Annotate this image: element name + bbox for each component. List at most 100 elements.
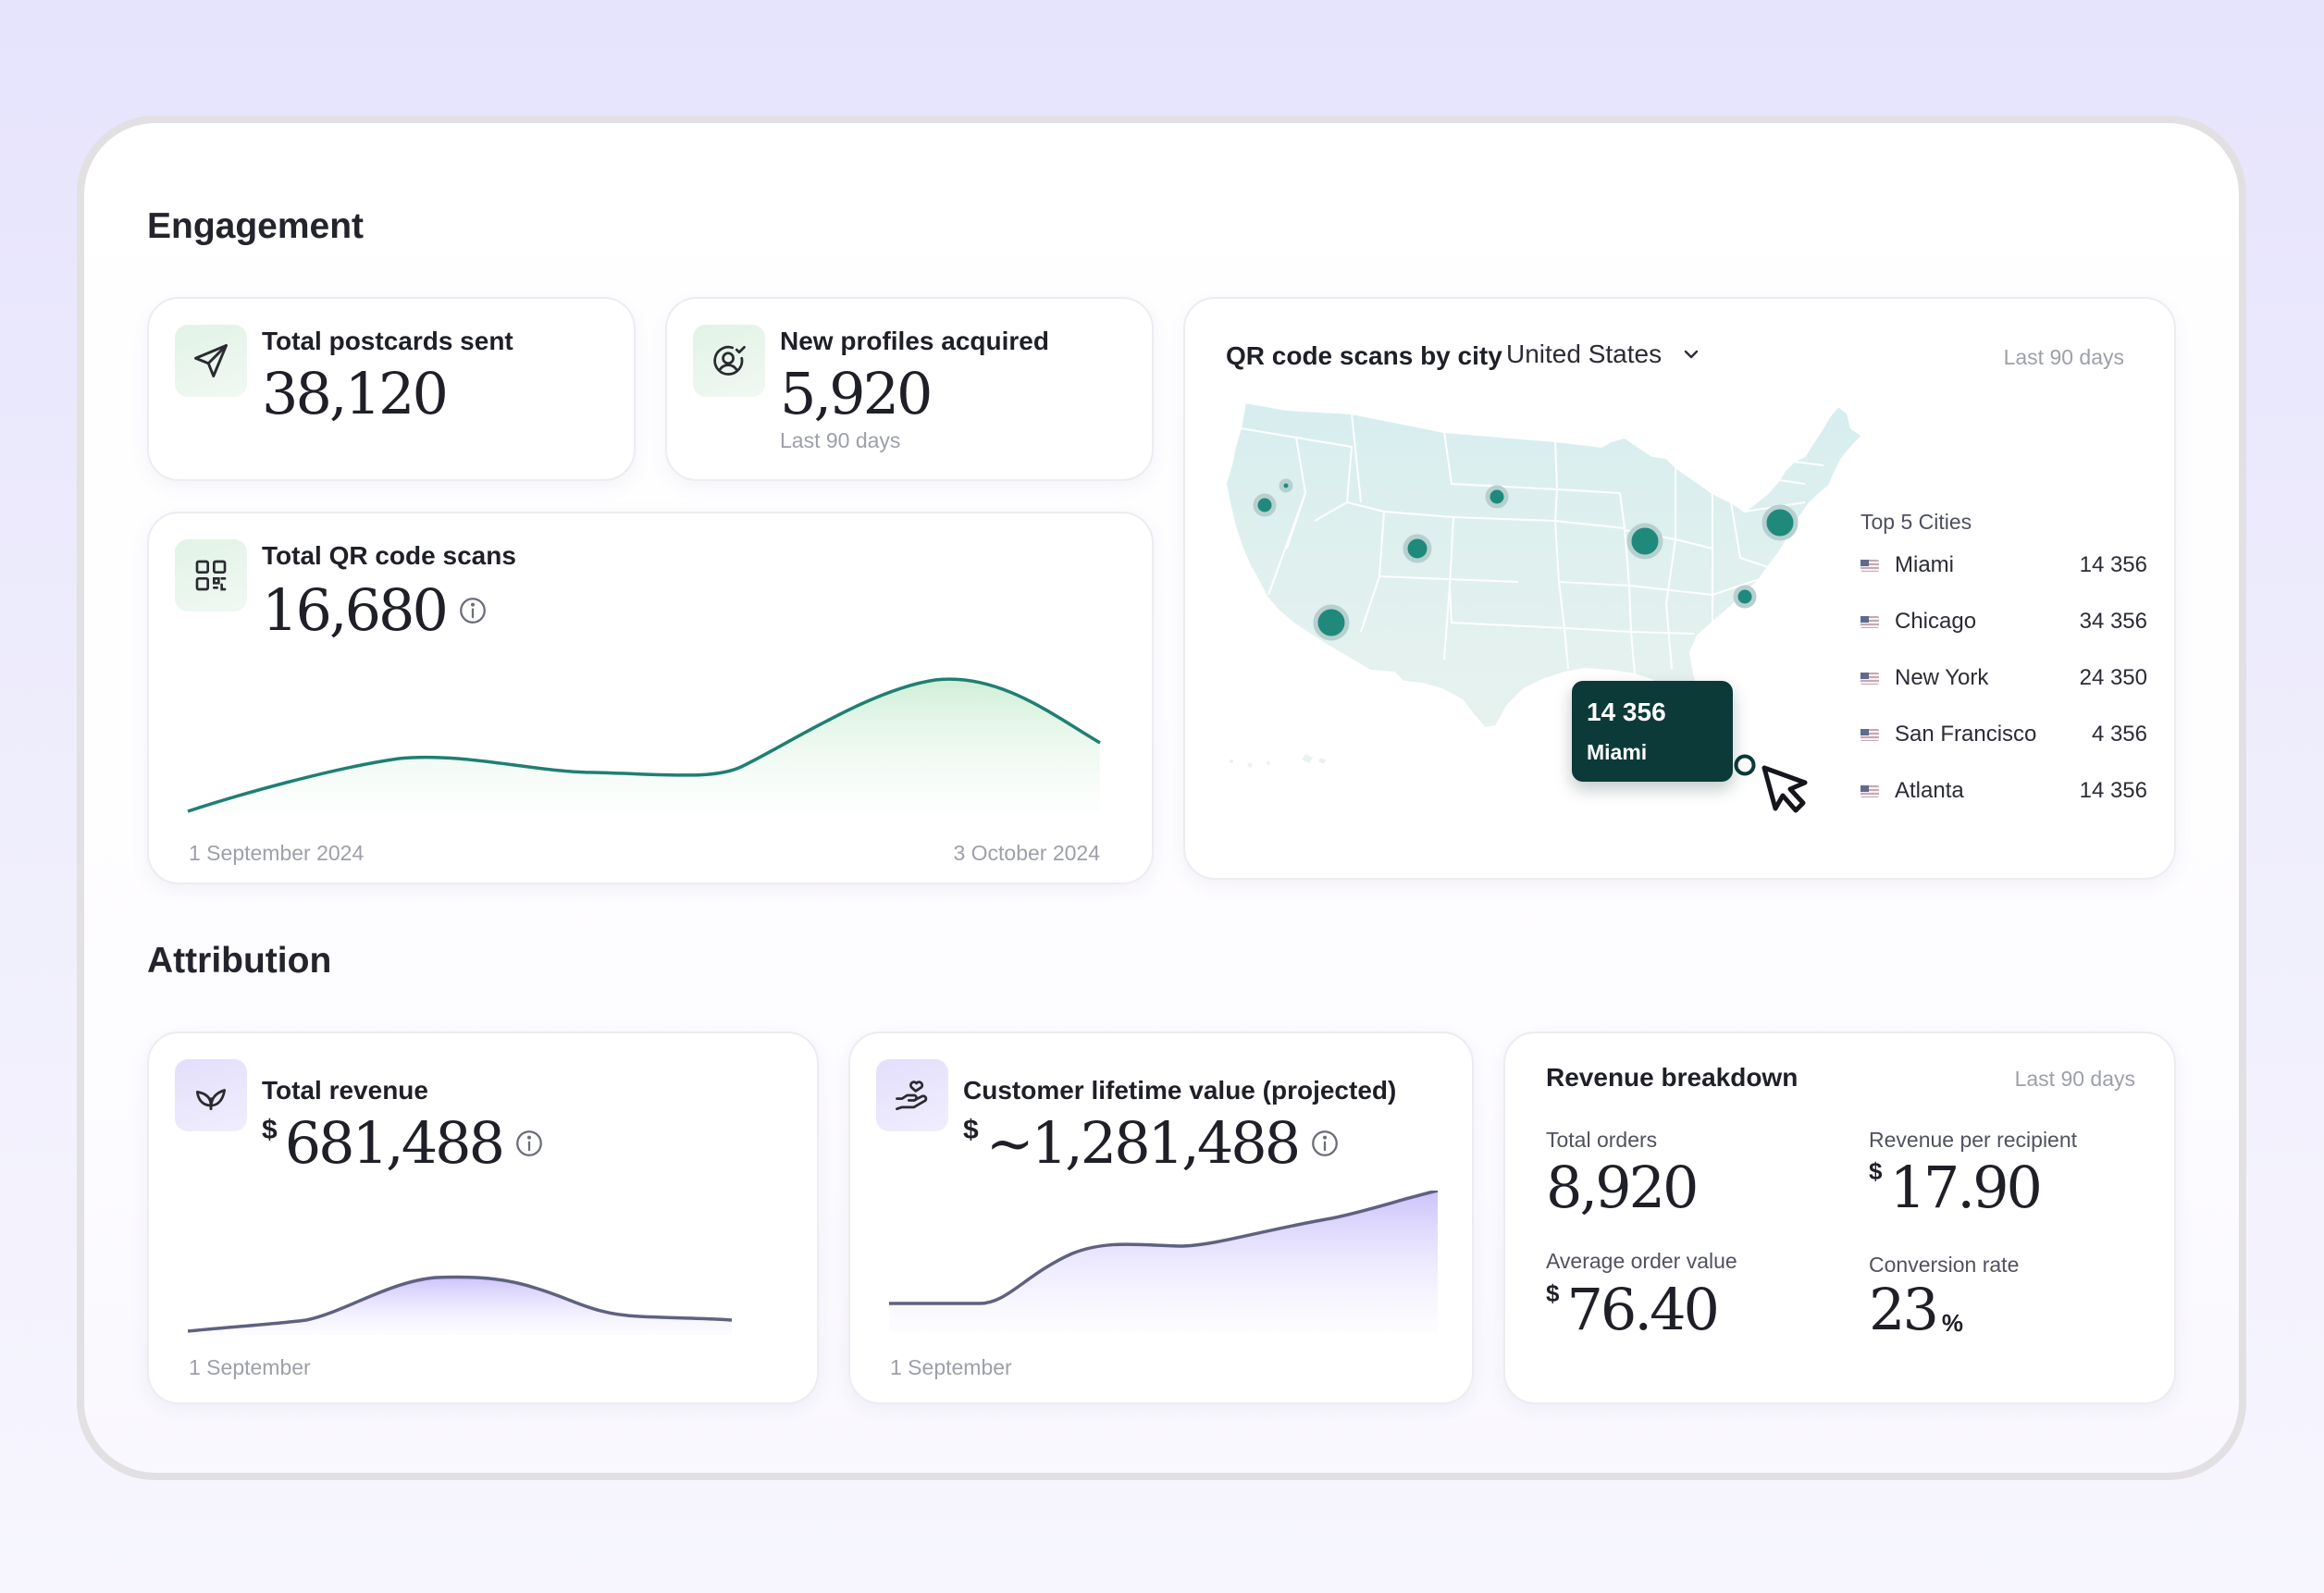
map-title: QR code scans by city — [1226, 341, 1502, 370]
breakdown-period: Last 90 days — [2014, 1067, 2135, 1091]
ltv-card: Customer lifetime value (projected) $ ~1… — [848, 1031, 1474, 1404]
ltv-currency: $ — [963, 1115, 979, 1145]
ltv-value-row: $ ~1,281,488 — [963, 1109, 1341, 1177]
revenue-sparkline — [187, 1275, 733, 1335]
flag-us-icon — [1860, 784, 1879, 797]
qr-scans-value: 16,680 — [262, 576, 449, 644]
country-select[interactable]: United States — [1506, 340, 1702, 369]
total-orders-label: Total orders — [1546, 1128, 1658, 1152]
city-name: Atlanta — [1895, 778, 1964, 803]
city-name: San Francisco — [1895, 722, 2037, 747]
flag-us-icon — [1860, 728, 1879, 741]
city-row[interactable]: San Francisco 4 356 — [1860, 716, 2147, 753]
qr-scans-label: Total QR code scans — [262, 541, 516, 570]
flag-us-icon — [1860, 672, 1879, 685]
flag-us-icon — [1860, 615, 1879, 628]
chevron-down-icon — [1680, 343, 1702, 365]
section-title-engagement: Engagement — [147, 206, 365, 246]
city-name: Chicago — [1895, 609, 1977, 634]
map-tooltip: 14 356 Miami — [1572, 681, 1733, 782]
city-value: 34 356 — [2079, 609, 2147, 634]
send-icon — [175, 325, 247, 397]
postcards-label: Total postcards sent — [262, 327, 513, 355]
conv-unit: % — [1941, 1309, 1964, 1337]
top-cities: Top 5 Cities Miami 14 356 Chicago 34 356… — [1860, 510, 2147, 824]
info-icon[interactable] — [513, 1128, 545, 1159]
map-card: QR code scans by city United States Last… — [1183, 297, 2176, 880]
revenue-value: 681,488 — [284, 1109, 505, 1177]
map-dot-seattle-small — [1279, 478, 1293, 493]
map-dot-minneapolis — [1485, 485, 1509, 509]
qr-scans-end-label: 3 October 2024 — [953, 841, 1100, 865]
dashboard-panel: Engagement Total postcards sent 38,120 N… — [84, 123, 2239, 1473]
ltv-start-label: 1 September — [890, 1355, 1012, 1379]
revenue-card: Total revenue $ 681,488 1 September — [147, 1031, 819, 1404]
hand-heart-icon — [876, 1059, 948, 1131]
map-dot-new-york — [1762, 504, 1799, 541]
city-name: New York — [1895, 665, 1989, 690]
profiles-value: 5,920 — [780, 360, 933, 427]
country-select-value: United States — [1506, 340, 1663, 368]
rpr-label: Revenue per recipient — [1869, 1128, 2078, 1152]
postcards-card: Total postcards sent 38,120 — [147, 297, 636, 481]
map-dot-atlanta — [1733, 585, 1757, 609]
rpr-value-row: $ 17.90 — [1869, 1154, 2043, 1221]
revenue-value-row: $ 681,488 — [262, 1109, 545, 1177]
aov-label: Average order value — [1546, 1249, 1737, 1273]
tooltip-value: 14 356 — [1587, 698, 1666, 726]
city-value: 4 356 — [2091, 722, 2147, 747]
map-period: Last 90 days — [2003, 345, 2124, 369]
city-row[interactable]: Miami 14 356 — [1860, 547, 2147, 584]
app-frame: Engagement Total postcards sent 38,120 N… — [77, 116, 2246, 1480]
conv-label: Conversion rate — [1869, 1253, 2020, 1277]
revenue-breakdown-card: Revenue breakdown Last 90 days Total ord… — [1503, 1031, 2176, 1404]
section-title-attribution: Attribution — [147, 941, 332, 981]
user-check-icon — [693, 325, 765, 397]
ltv-sparkline — [889, 1191, 1439, 1333]
map-dot-denver — [1403, 534, 1432, 563]
postcards-value: 38,120 — [262, 360, 449, 427]
map-dot-chicago — [1626, 523, 1663, 560]
rpr-currency: $ — [1869, 1157, 1883, 1185]
map-dot-portland — [1253, 493, 1277, 517]
tooltip-city: Miami — [1587, 740, 1648, 764]
ltv-value: ~1,281,488 — [985, 1109, 1301, 1177]
city-value: 14 356 — [2079, 552, 2147, 577]
qr-scans-value-row: 16,680 — [262, 576, 488, 644]
city-name: Miami — [1895, 552, 1954, 577]
city-row[interactable]: Chicago 34 356 — [1860, 603, 2147, 640]
city-row[interactable]: New York 24 350 — [1860, 660, 2147, 697]
ltv-label: Customer lifetime value (projected) — [963, 1076, 1397, 1105]
map-dot-los-angeles — [1313, 604, 1350, 641]
map-dots — [1253, 478, 1808, 813]
city-value: 24 350 — [2079, 665, 2147, 690]
aov-value: 76.40 — [1566, 1276, 1719, 1343]
city-row[interactable]: Atlanta 14 356 — [1860, 772, 2147, 809]
qr-scans-card: Total QR code scans 16,680 1 September 2… — [147, 512, 1154, 884]
conv-value-row: 23 % — [1869, 1276, 1963, 1343]
top-cities-title: Top 5 Cities — [1860, 510, 1972, 534]
info-icon[interactable] — [457, 595, 488, 626]
info-icon[interactable] — [1309, 1128, 1341, 1159]
conv-value: 23 — [1869, 1276, 1939, 1343]
us-map — [1224, 401, 1860, 768]
revenue-currency: $ — [262, 1115, 278, 1145]
profiles-label: New profiles acquired — [780, 327, 1049, 355]
profiles-period: Last 90 days — [780, 428, 901, 452]
flag-us-icon — [1860, 559, 1879, 572]
qr-scans-start-label: 1 September 2024 — [189, 841, 365, 865]
profiles-card: New profiles acquired 5,920 Last 90 days — [665, 297, 1154, 481]
breakdown-title: Revenue breakdown — [1546, 1063, 1799, 1092]
city-value: 14 356 — [2079, 778, 2147, 803]
revenue-start-label: 1 September — [189, 1355, 311, 1379]
aov-value-row: $ 76.40 — [1546, 1276, 1720, 1343]
revenue-label: Total revenue — [262, 1076, 428, 1105]
aov-currency: $ — [1546, 1279, 1560, 1307]
rpr-value: 17.90 — [1889, 1154, 2042, 1221]
qr-code-icon — [175, 539, 247, 611]
map-dot-miami-hover — [1734, 754, 1756, 776]
cursor-icon — [1762, 765, 1808, 813]
total-orders-value: 8,920 — [1546, 1154, 1699, 1221]
qr-scans-sparkline — [187, 677, 1101, 814]
leaf-icon — [175, 1059, 247, 1131]
